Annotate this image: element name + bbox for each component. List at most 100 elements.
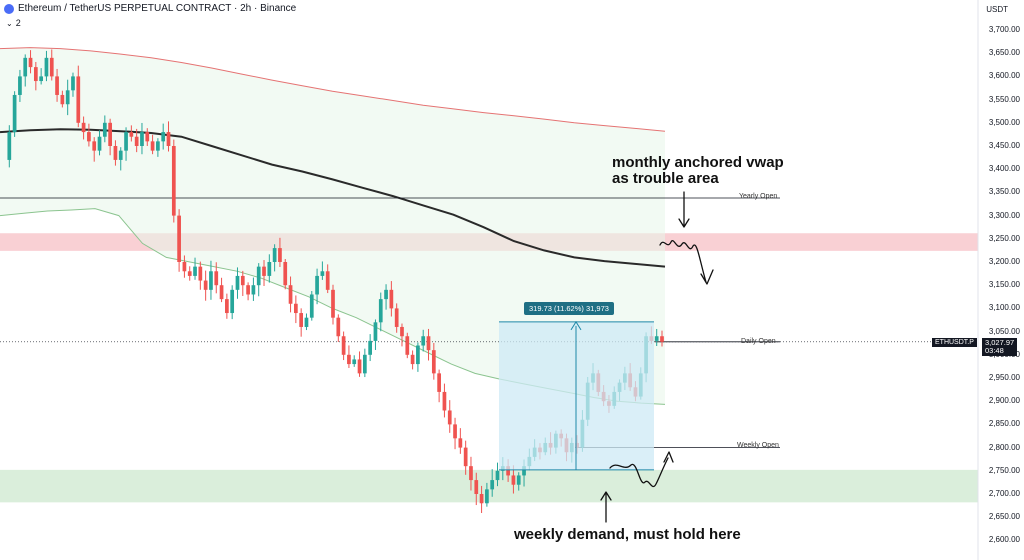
candle-body <box>256 266 261 286</box>
candle-body <box>23 57 28 77</box>
last-price: 3,027.97 <box>985 338 1015 347</box>
candle-body <box>511 475 516 485</box>
price-tick-label: 3,450.00 <box>988 141 1020 150</box>
symbol-badge: ETHUSDT.P <box>932 338 977 347</box>
price-tick-label: 3,400.00 <box>988 164 1020 174</box>
candle-body <box>485 489 489 504</box>
candle-body <box>378 299 383 323</box>
chart-header[interactable]: Ethereum / TetherUS PERPETUAL CONTRACT ·… <box>4 3 296 14</box>
candle-body <box>92 141 97 151</box>
candle-body <box>108 122 112 146</box>
candle-body <box>325 271 330 290</box>
candle-body <box>118 150 123 160</box>
candle-body <box>113 146 118 160</box>
candle-body <box>49 57 54 77</box>
candle-body <box>405 336 410 355</box>
candle-body <box>660 336 664 342</box>
candle-body <box>76 76 81 123</box>
candle-body <box>225 299 229 314</box>
candle-body <box>71 76 75 91</box>
candle-body <box>203 280 208 290</box>
candle-body <box>469 466 473 481</box>
price-tick-label: 3,300.00 <box>988 210 1020 220</box>
zone-demand <box>0 469 978 503</box>
candle-body <box>182 262 187 272</box>
bar-countdown: 03:48 <box>985 346 1004 355</box>
down-arrow-to-zone <box>678 191 690 228</box>
candle-body <box>347 354 351 365</box>
candle-body <box>431 350 436 374</box>
indicator-count: 2 <box>15 18 21 28</box>
weekly-open-label: Weekly Open <box>737 442 779 449</box>
candle-body <box>463 447 468 467</box>
price-tick-label: 3,600.00 <box>988 71 1020 81</box>
price-tick-label: 2,700.00 <box>988 489 1020 498</box>
candle-body <box>490 480 495 490</box>
price-tick-label: 2,750.00 <box>988 465 1020 475</box>
measure-arrow-head <box>570 320 582 331</box>
candle-body <box>304 317 309 327</box>
price-tick-label: 3,100.00 <box>988 303 1020 313</box>
candle-body <box>278 248 282 262</box>
demand-annotation: weekly demand, must hold here <box>514 526 741 543</box>
candle-body <box>156 141 160 151</box>
yearly-open-label: Yearly Open <box>739 193 778 200</box>
candle-body <box>331 289 335 318</box>
candle-body <box>28 57 33 68</box>
candle-body <box>230 289 235 314</box>
candle-body <box>124 132 128 151</box>
candle-body <box>7 132 12 160</box>
vwap-annotation: monthly anchored vwap as trouble area <box>612 155 784 187</box>
price-tick-label: 2,850.00 <box>988 419 1020 429</box>
candle-body <box>240 275 245 286</box>
candle-body <box>235 275 240 290</box>
candle-body <box>654 336 659 341</box>
candle-body <box>474 480 479 494</box>
chevron-down-icon: ⌄ <box>6 18 13 28</box>
indicator-toggle[interactable]: ⌄ 2 <box>6 18 21 28</box>
candle-body <box>60 94 65 105</box>
last-price-box: 3,027.97 03:48 <box>982 338 1018 356</box>
price-tick-label: 3,200.00 <box>988 257 1020 266</box>
candle-body <box>150 141 155 151</box>
upper-band-line <box>0 47 666 132</box>
candle-body <box>453 424 457 439</box>
candle-body <box>362 354 367 374</box>
price-tick-label: 3,650.00 <box>988 48 1020 58</box>
candle-body <box>193 266 197 276</box>
candle-body <box>129 132 134 137</box>
candle-body <box>400 326 404 337</box>
candle-body <box>39 76 44 82</box>
candle-body <box>384 289 388 300</box>
up-arrow-to-demand <box>600 491 612 523</box>
candle-body <box>140 132 144 146</box>
price-tick-label: 2,600.00 <box>988 535 1020 545</box>
candle-body <box>198 266 203 281</box>
candle-body <box>421 336 426 346</box>
candle-body <box>97 136 102 151</box>
candle-body <box>283 262 288 286</box>
price-tick-label: 3,700.00 <box>988 25 1020 34</box>
candle-body <box>246 285 250 295</box>
candle-body <box>410 354 415 365</box>
bounce-scribble <box>609 451 674 488</box>
candle-body <box>309 294 314 318</box>
candle-body <box>293 303 298 314</box>
candle-body <box>161 132 166 142</box>
candle-body <box>522 466 526 476</box>
price-tick-label: 3,050.00 <box>988 326 1020 336</box>
candle-body <box>299 313 304 327</box>
candle-body <box>272 248 277 262</box>
price-tick-label: 2,800.00 <box>988 442 1020 452</box>
candle-body <box>442 391 447 411</box>
measure-label: 319.73 (11.62%) 31,973 <box>524 302 614 315</box>
candle-body <box>426 336 431 351</box>
candle-body <box>12 94 17 133</box>
chart-title: Ethereum / TetherUS PERPETUAL CONTRACT ·… <box>18 3 297 14</box>
candle-body <box>267 262 272 276</box>
candle-body <box>65 90 70 105</box>
currency-label[interactable]: USDT <box>986 5 1008 14</box>
rejection-scribble <box>659 240 714 285</box>
candle-body <box>145 132 150 142</box>
